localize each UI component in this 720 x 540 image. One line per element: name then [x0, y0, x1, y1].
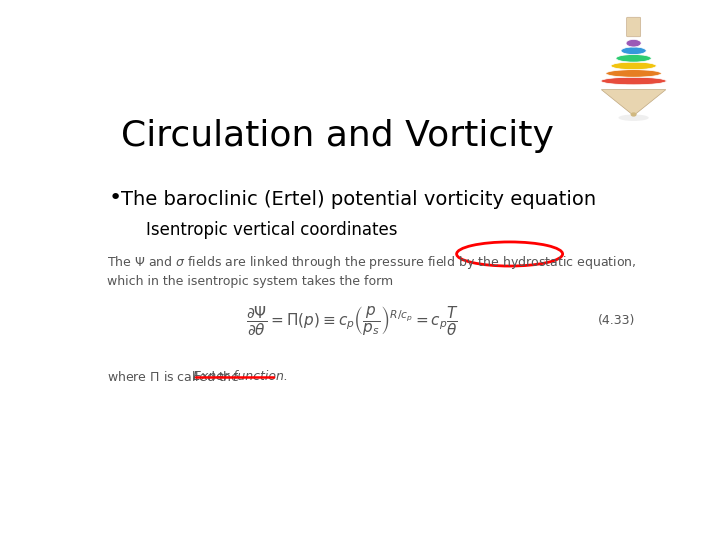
Text: where $\Pi$ is called the: where $\Pi$ is called the — [107, 370, 240, 384]
Text: •: • — [109, 188, 122, 208]
Ellipse shape — [616, 55, 652, 62]
Text: Isentropic vertical coordinates: Isentropic vertical coordinates — [145, 221, 397, 239]
Polygon shape — [601, 90, 666, 116]
Text: Circulation and Vorticity: Circulation and Vorticity — [121, 119, 554, 153]
Ellipse shape — [601, 77, 667, 85]
Ellipse shape — [631, 112, 636, 117]
Text: The baroclinic (Ertel) potential vorticity equation: The baroclinic (Ertel) potential vortici… — [121, 190, 596, 208]
Ellipse shape — [621, 47, 647, 55]
Ellipse shape — [606, 70, 662, 77]
Ellipse shape — [626, 39, 641, 47]
Ellipse shape — [618, 114, 649, 121]
Text: Exner function.: Exner function. — [193, 370, 288, 383]
Text: $\dfrac{\partial\Psi}{\partial\theta} = \Pi(p) \equiv c_p \left(\dfrac{p}{p_s}\r: $\dfrac{\partial\Psi}{\partial\theta} = … — [246, 304, 459, 337]
Text: which in the isentropic system takes the form: which in the isentropic system takes the… — [107, 275, 393, 288]
Text: The $\Psi$ and $\sigma$ fields are linked through the pressure field by the hydr: The $\Psi$ and $\sigma$ fields are linke… — [107, 254, 636, 271]
FancyBboxPatch shape — [626, 17, 641, 37]
Text: (4.33): (4.33) — [598, 314, 635, 327]
Ellipse shape — [611, 62, 657, 70]
